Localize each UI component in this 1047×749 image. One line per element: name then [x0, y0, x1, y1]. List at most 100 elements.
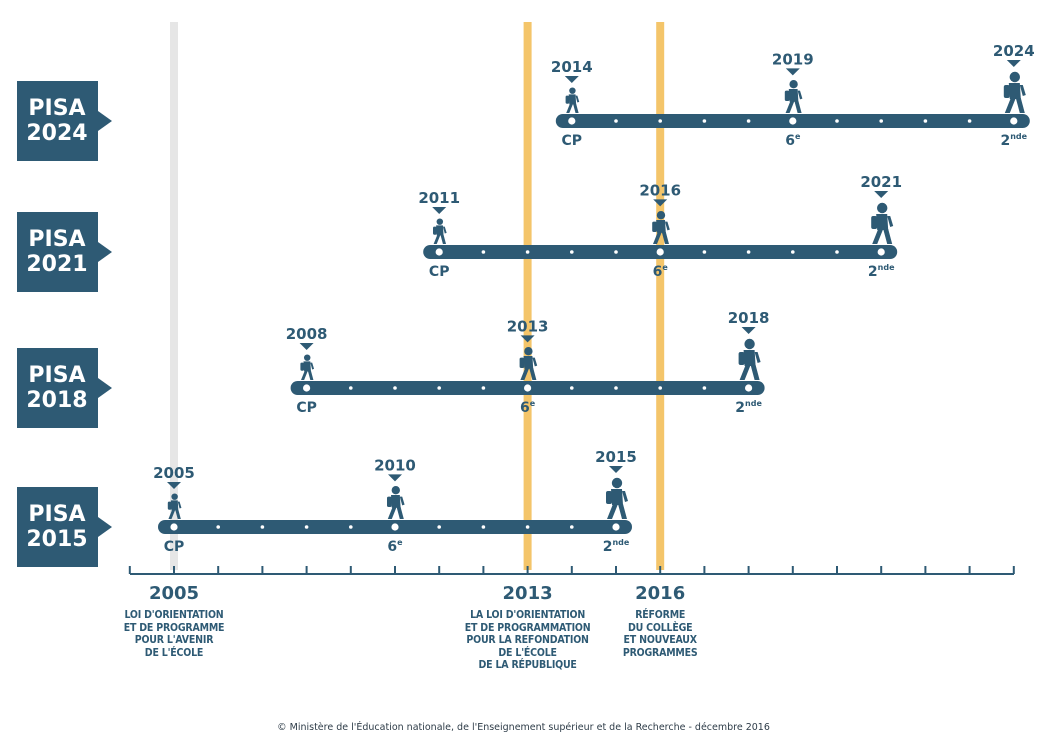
pisa-tag-label: PISA [28, 227, 85, 252]
stage-grade: 6e [785, 132, 801, 149]
bar-dot [835, 250, 839, 254]
bar-dot [481, 250, 486, 254]
pisa-tag-year: 2021 [26, 252, 87, 277]
student-icon [387, 486, 405, 519]
bar-dot [304, 525, 309, 529]
bar-dot [349, 386, 353, 390]
stage-year: 2008 [286, 325, 328, 343]
student-icon [167, 493, 182, 519]
pointer-icon [167, 481, 181, 489]
event-year-2016: 2016 [635, 583, 686, 604]
bar-dot [524, 384, 532, 392]
event-line-2013 [523, 22, 532, 570]
student-icon [433, 218, 447, 244]
stage-year: 2005 [153, 464, 195, 482]
bar-dot [568, 117, 576, 125]
bar-dot [435, 248, 443, 256]
bar-dot [349, 525, 353, 529]
student-icon [606, 477, 628, 519]
pointer-icon [564, 75, 579, 83]
bar-dot [614, 119, 618, 123]
student-icon [565, 87, 580, 113]
bar-dot [746, 119, 751, 123]
stage-year: 2021 [860, 173, 902, 191]
student-icon [871, 202, 894, 244]
stage-year: 2019 [772, 50, 814, 68]
pointer-icon [741, 327, 756, 334]
bar-dot [745, 384, 753, 392]
bar-dot [789, 117, 797, 125]
bar-dot [1010, 117, 1018, 125]
bar-dot [791, 250, 795, 254]
student-icon [1003, 71, 1026, 113]
bar-dot [391, 523, 399, 531]
stage-grade: 6e [653, 263, 669, 280]
bar-dot [656, 248, 664, 256]
stage-grade: CP [562, 133, 583, 149]
pointer-icon [874, 191, 889, 198]
pointer-icon [1006, 60, 1021, 67]
stage-grade: CP [296, 400, 317, 416]
bar-dot [481, 386, 486, 390]
event-year-2005: 2005 [148, 583, 200, 604]
pisa-tag-year: 2018 [26, 388, 87, 413]
student-icon [519, 347, 538, 380]
stage-year: 2016 [639, 181, 681, 199]
pointer-icon [299, 342, 314, 350]
bar-dot [877, 248, 885, 256]
pisa-tag-label: PISA [28, 96, 85, 121]
stage-grade: 2nde [868, 263, 895, 280]
student-icon [300, 354, 315, 380]
bar-dot [260, 525, 265, 529]
bar-dot [570, 525, 574, 529]
stage-grade: 2nde [603, 538, 630, 555]
stage-year: 2018 [728, 309, 770, 327]
pointer-icon [432, 206, 447, 214]
bar-dot [437, 525, 442, 529]
bar-dot [170, 523, 178, 531]
bar-dot [879, 119, 883, 123]
pointer-icon [520, 335, 535, 343]
event-description-2013: LA LOI D'ORIENTATION ET DE PROGRAMMATION… [464, 609, 591, 671]
student-icon [784, 80, 803, 113]
bar-dot [614, 386, 618, 390]
pisa-tag-year: 2024 [26, 121, 87, 146]
pointer-icon [609, 466, 623, 473]
event-year-2013: 2013 [502, 583, 553, 604]
bar-dot [393, 386, 397, 390]
stage-grade: 6e [520, 399, 536, 416]
stage-year: 2024 [993, 42, 1035, 60]
bar-dot [481, 525, 486, 529]
pointer-icon [653, 199, 668, 207]
bar-dot [702, 119, 707, 123]
stage-year: 2013 [507, 317, 549, 335]
bar-dot [612, 523, 620, 531]
bar-dot [570, 250, 574, 254]
pointer-icon [785, 68, 800, 76]
pisa-tag-label: PISA [28, 363, 85, 388]
bar-dot [570, 386, 574, 390]
bar-dot [702, 386, 707, 390]
stage-year: 2015 [595, 448, 637, 466]
bar-dot [923, 119, 928, 123]
stage-grade: 2nde [735, 399, 762, 416]
bar-dot [525, 525, 530, 529]
stage-year: 2014 [551, 58, 593, 76]
event-description-2005: LOI D'ORIENTATION ET DE PROGRAMME POUR L… [123, 609, 225, 659]
stage-grade: 2nde [1000, 132, 1027, 149]
stage-grade: CP [164, 539, 185, 555]
bar-dot [746, 250, 751, 254]
bar-dot [437, 386, 442, 390]
bar-dot [525, 250, 530, 254]
credit-line: © Ministère de l'Éducation nationale, de… [277, 722, 770, 733]
stage-year: 2010 [374, 456, 416, 474]
bar-dot [614, 250, 618, 254]
student-icon [738, 338, 761, 380]
student-icon [652, 211, 670, 244]
bar-dot [658, 386, 662, 390]
pisa-tag-year: 2015 [26, 527, 87, 552]
